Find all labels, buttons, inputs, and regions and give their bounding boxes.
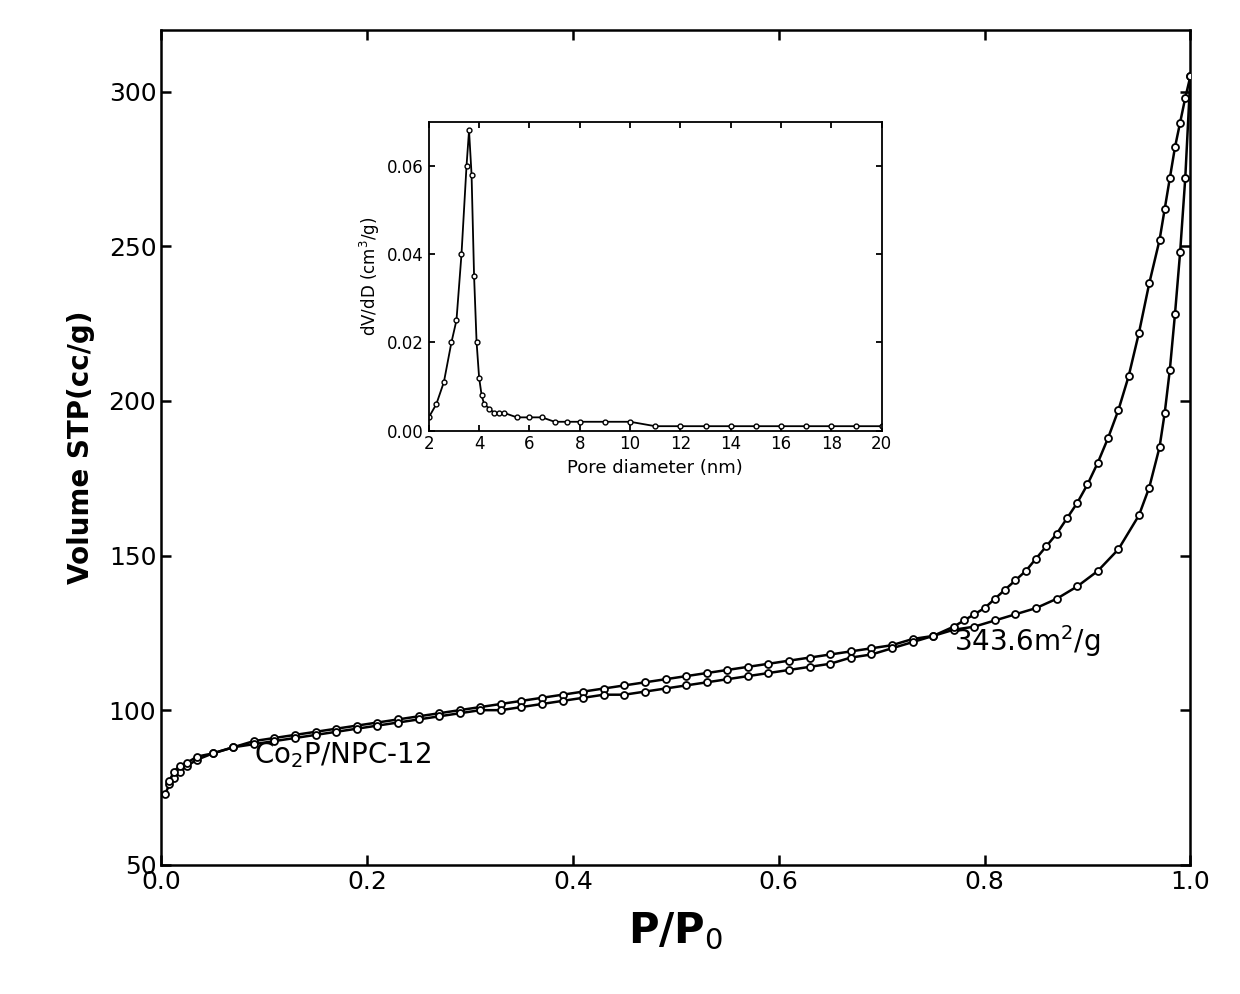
X-axis label: Pore diameter (nm): Pore diameter (nm) bbox=[568, 459, 743, 477]
Y-axis label: Volume STP(cc/g): Volume STP(cc/g) bbox=[67, 310, 94, 584]
Text: 343.6m$^2$/g: 343.6m$^2$/g bbox=[954, 623, 1100, 659]
Text: Co$_2$P/NPC-12: Co$_2$P/NPC-12 bbox=[254, 740, 432, 769]
X-axis label: P/P$_0$: P/P$_0$ bbox=[629, 911, 723, 952]
Y-axis label: dV/dD (cm$^3$/g): dV/dD (cm$^3$/g) bbox=[357, 217, 382, 336]
